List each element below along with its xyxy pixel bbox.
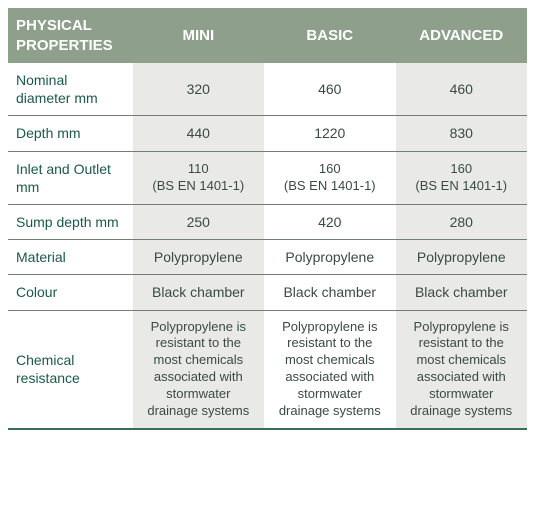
- table-row: Colour Black chamber Black chamber Black…: [8, 275, 527, 310]
- cell-basic: Black chamber: [264, 275, 395, 310]
- cell-advanced: 460: [396, 63, 528, 116]
- table-row: Depth mm 440 1220 830: [8, 116, 527, 151]
- table-row: Chemical resistance Polypropylene is res…: [8, 310, 527, 429]
- header-advanced: ADVANCED: [396, 8, 528, 63]
- row-label: Depth mm: [8, 116, 133, 151]
- cell-mini: Black chamber: [133, 275, 264, 310]
- row-label: Chemical resistance: [8, 310, 133, 429]
- header-mini: MINI: [133, 8, 264, 63]
- row-label: Nominal diameter mm: [8, 63, 133, 116]
- row-label: Material: [8, 240, 133, 275]
- table-body: Nominal diameter mm 320 460 460 Depth mm…: [8, 63, 527, 429]
- table-row: Nominal diameter mm 320 460 460: [8, 63, 527, 116]
- table-row: Material Polypropylene Polypropylene Pol…: [8, 240, 527, 275]
- cell-basic: 460: [264, 63, 395, 116]
- table-row: Inlet and Outlet mm 110(BS EN 1401-1) 16…: [8, 151, 527, 204]
- cell-basic: Polypropylene is resistant to the most c…: [264, 310, 395, 429]
- cell-advanced: Polypropylene is resistant to the most c…: [396, 310, 528, 429]
- row-label: Sump depth mm: [8, 204, 133, 239]
- header-basic: BASIC: [264, 8, 395, 63]
- row-label: Inlet and Outlet mm: [8, 151, 133, 204]
- cell-mini: 440: [133, 116, 264, 151]
- table-row: Sump depth mm 250 420 280: [8, 204, 527, 239]
- cell-basic: Polypropylene: [264, 240, 395, 275]
- cell-basic: 420: [264, 204, 395, 239]
- cell-basic: 1220: [264, 116, 395, 151]
- cell-mini: 110(BS EN 1401-1): [133, 151, 264, 204]
- header-properties: PHYSICAL PROPERTIES: [8, 8, 133, 63]
- cell-mini: 250: [133, 204, 264, 239]
- cell-mini: 320: [133, 63, 264, 116]
- cell-advanced: Black chamber: [396, 275, 528, 310]
- cell-mini: Polypropylene is resistant to the most c…: [133, 310, 264, 429]
- cell-advanced: 160(BS EN 1401-1): [396, 151, 528, 204]
- cell-advanced: 830: [396, 116, 528, 151]
- cell-basic: 160(BS EN 1401-1): [264, 151, 395, 204]
- table-header-row: PHYSICAL PROPERTIES MINI BASIC ADVANCED: [8, 8, 527, 63]
- cell-advanced: Polypropylene: [396, 240, 528, 275]
- cell-mini: Polypropylene: [133, 240, 264, 275]
- cell-advanced: 280: [396, 204, 528, 239]
- row-label: Colour: [8, 275, 133, 310]
- physical-properties-table: PHYSICAL PROPERTIES MINI BASIC ADVANCED …: [8, 8, 527, 430]
